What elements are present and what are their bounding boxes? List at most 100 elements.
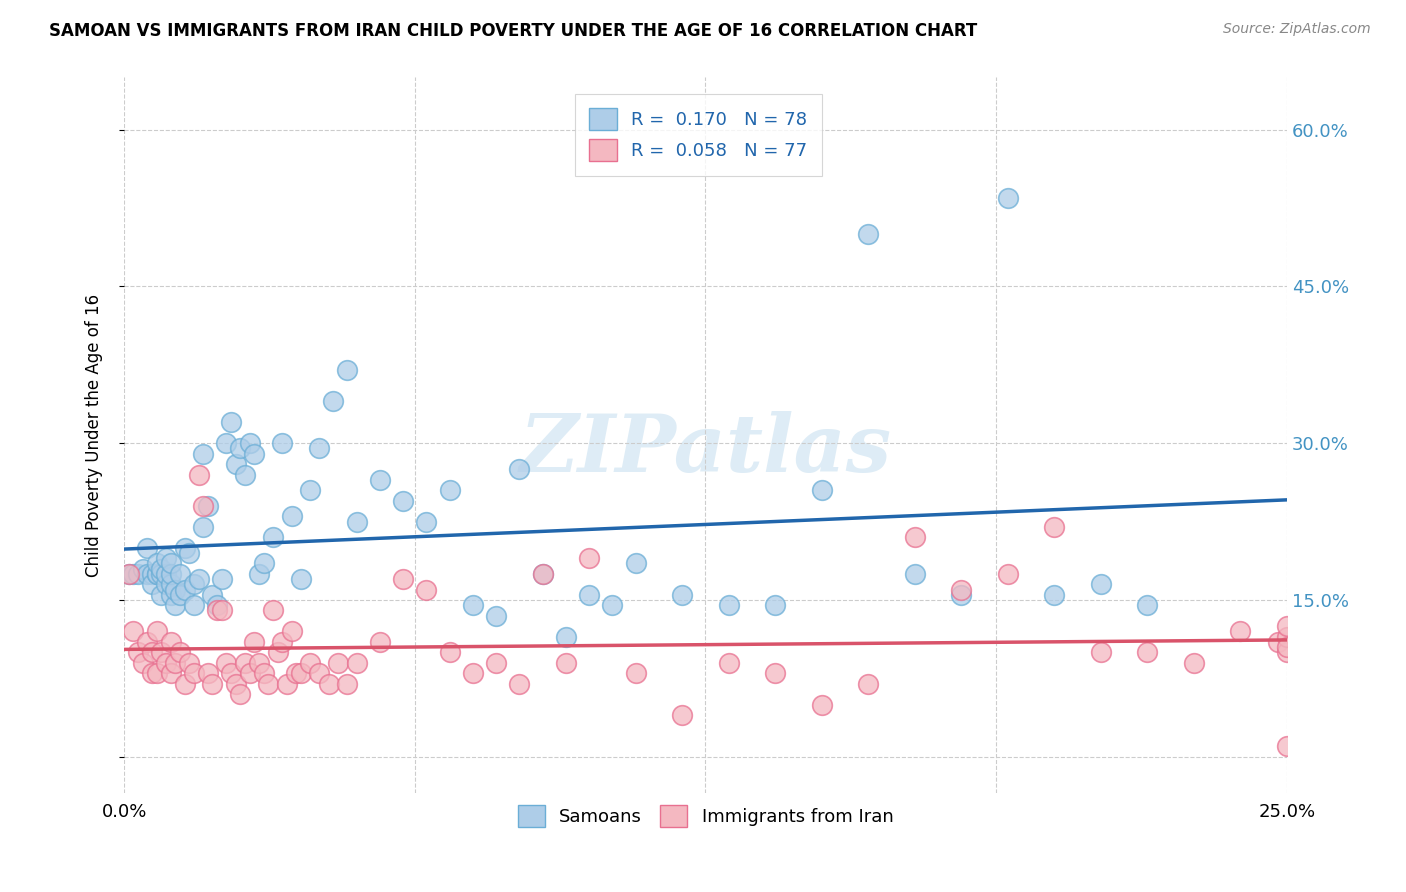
Point — [150, 561, 173, 575]
Point — [183, 666, 205, 681]
Point — [280, 509, 302, 524]
Point — [253, 666, 276, 681]
Text: Source: ZipAtlas.com: Source: ZipAtlas.com — [1223, 22, 1371, 37]
Point — [229, 442, 252, 456]
Point — [997, 566, 1019, 581]
Point — [624, 557, 647, 571]
Point — [155, 551, 177, 566]
Point — [578, 588, 600, 602]
Point — [122, 624, 145, 639]
Point — [183, 577, 205, 591]
Point — [229, 687, 252, 701]
Point — [211, 572, 233, 586]
Point — [717, 656, 740, 670]
Point — [179, 546, 201, 560]
Point — [211, 603, 233, 617]
Point — [136, 635, 159, 649]
Point — [810, 483, 832, 498]
Point — [155, 656, 177, 670]
Point — [239, 436, 262, 450]
Point — [141, 577, 163, 591]
Point — [155, 577, 177, 591]
Point — [415, 582, 437, 597]
Point — [280, 624, 302, 639]
Point — [508, 676, 530, 690]
Point — [215, 656, 238, 670]
Point — [276, 676, 298, 690]
Point — [858, 227, 880, 242]
Point — [763, 599, 786, 613]
Point — [555, 630, 578, 644]
Point — [118, 566, 141, 581]
Point — [1136, 599, 1159, 613]
Point — [285, 666, 308, 681]
Point — [225, 676, 247, 690]
Point — [531, 566, 554, 581]
Point — [145, 666, 167, 681]
Point — [159, 566, 181, 581]
Y-axis label: Child Poverty Under the Age of 16: Child Poverty Under the Age of 16 — [86, 293, 103, 577]
Point — [485, 608, 508, 623]
Point — [717, 599, 740, 613]
Point — [950, 588, 973, 602]
Point — [193, 520, 215, 534]
Point — [197, 499, 219, 513]
Point — [183, 599, 205, 613]
Point — [290, 666, 312, 681]
Point — [1275, 739, 1298, 754]
Point — [150, 588, 173, 602]
Point — [1267, 635, 1289, 649]
Point — [508, 462, 530, 476]
Point — [262, 530, 284, 544]
Text: SAMOAN VS IMMIGRANTS FROM IRAN CHILD POVERTY UNDER THE AGE OF 16 CORRELATION CHA: SAMOAN VS IMMIGRANTS FROM IRAN CHILD POV… — [49, 22, 977, 40]
Point — [624, 666, 647, 681]
Point — [215, 436, 238, 450]
Point — [461, 599, 484, 613]
Point — [136, 566, 159, 581]
Point — [671, 588, 693, 602]
Point — [165, 656, 187, 670]
Point — [485, 656, 508, 670]
Point — [322, 394, 344, 409]
Point — [239, 666, 262, 681]
Point — [165, 599, 187, 613]
Point — [368, 473, 391, 487]
Point — [225, 457, 247, 471]
Point — [336, 363, 359, 377]
Point — [858, 676, 880, 690]
Point — [193, 499, 215, 513]
Point — [127, 566, 149, 581]
Point — [219, 666, 242, 681]
Point — [122, 566, 145, 581]
Point — [1182, 656, 1205, 670]
Point — [173, 541, 195, 555]
Point — [555, 656, 578, 670]
Point — [201, 676, 224, 690]
Point — [247, 566, 270, 581]
Point — [299, 656, 322, 670]
Point — [243, 635, 266, 649]
Point — [904, 566, 927, 581]
Point — [368, 635, 391, 649]
Point — [169, 588, 191, 602]
Point — [1043, 588, 1066, 602]
Point — [118, 566, 141, 581]
Point — [150, 645, 173, 659]
Point — [904, 530, 927, 544]
Point — [145, 566, 167, 581]
Point — [141, 566, 163, 581]
Point — [308, 666, 330, 681]
Point — [336, 676, 359, 690]
Point — [169, 645, 191, 659]
Point — [150, 566, 173, 581]
Point — [159, 666, 181, 681]
Point — [1090, 577, 1112, 591]
Point — [1275, 645, 1298, 659]
Point — [671, 708, 693, 723]
Point — [346, 656, 368, 670]
Point — [602, 599, 624, 613]
Point — [205, 603, 228, 617]
Point — [127, 645, 149, 659]
Point — [197, 666, 219, 681]
Point — [145, 566, 167, 581]
